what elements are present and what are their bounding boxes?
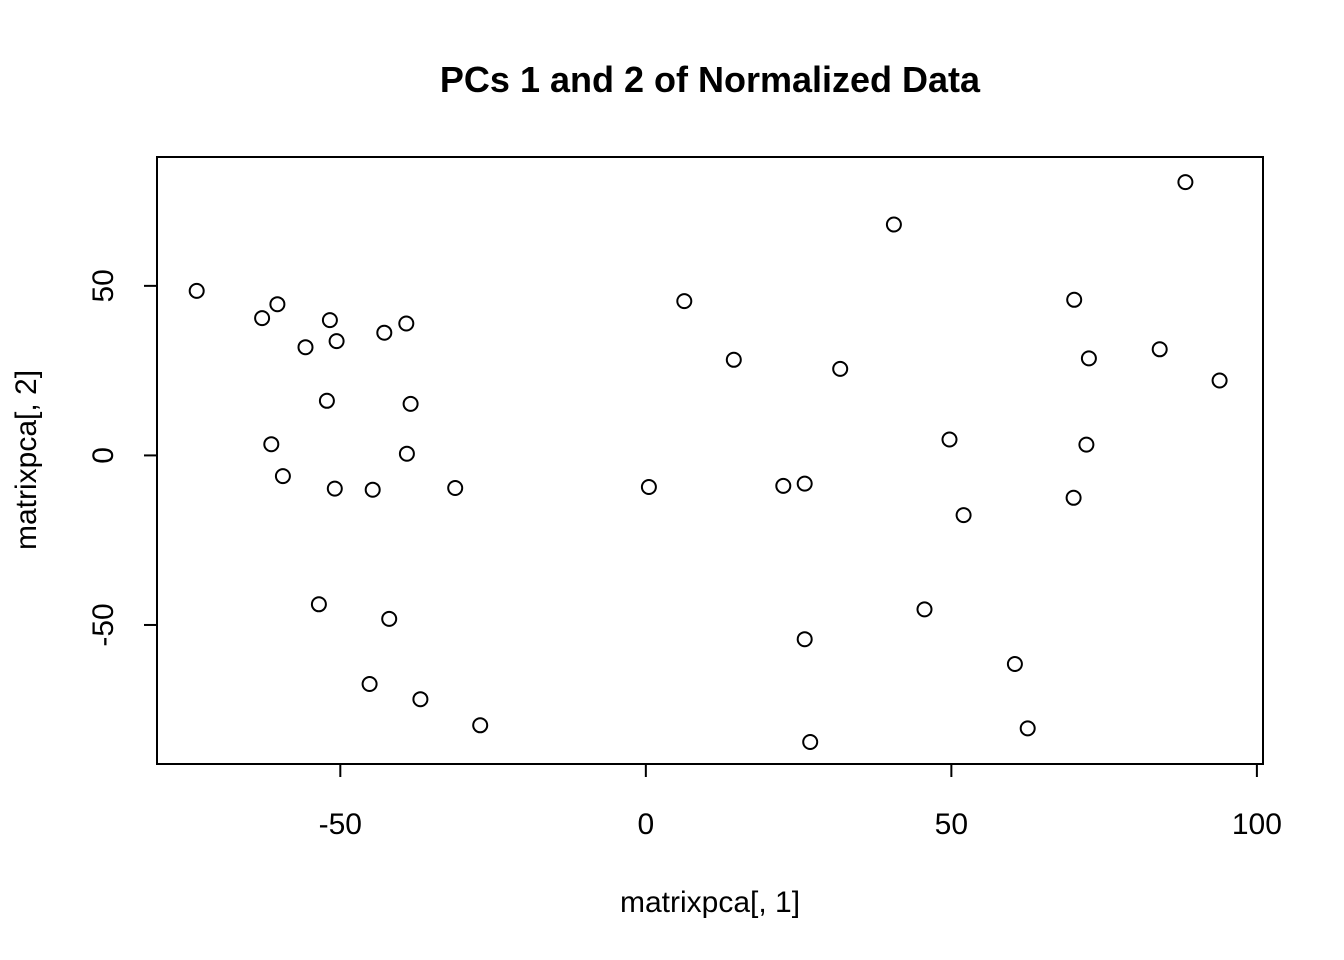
data-point [1065,489,1082,506]
x-tick-label: 100 [1232,808,1282,841]
data-point [775,477,792,494]
data-point [364,481,381,498]
data-point [376,324,393,341]
x-axis: -50 0 50 100 [319,763,1282,841]
data-point [1080,350,1097,367]
data-point [398,315,415,332]
data-point [1211,372,1228,389]
data-point [796,631,813,648]
data-point [955,507,972,524]
data-point [274,468,291,485]
data-point [676,293,693,310]
x-tick-label: -50 [319,808,362,841]
data-point [326,480,343,497]
data-point [1066,291,1083,308]
data-point [269,296,286,313]
data-point [832,360,849,377]
chart-title: PCs 1 and 2 of Normalized Data [440,59,981,100]
y-axis: -50 0 50 [87,269,158,647]
y-tick-label: -50 [87,603,120,646]
data-point [725,351,742,368]
x-axis-label: matrixpca[, 1] [620,886,800,919]
y-axis-label: matrixpca[, 2] [10,370,43,550]
data-point [188,282,205,299]
plot-frame [156,156,1264,765]
data-point [297,339,314,356]
data-point [254,310,271,327]
data-point [398,445,415,462]
data-points [188,174,1228,750]
y-tick-label: 50 [87,269,120,302]
data-point [916,601,933,618]
data-point [796,475,813,492]
data-point [1006,656,1023,672]
y-tick-label: 0 [87,447,120,464]
data-point [310,596,327,613]
x-tick-label: 0 [637,808,654,841]
data-point [361,676,378,692]
data-point [381,610,398,627]
data-point [1078,436,1095,453]
data-point [318,392,335,409]
data-point [402,395,419,412]
data-point [941,431,958,448]
data-point [640,479,657,495]
data-point [328,333,345,350]
data-point [263,436,280,453]
data-point [472,717,489,734]
data-point [1019,720,1036,737]
data-point [447,480,464,496]
data-point [321,312,338,329]
data-point [412,691,429,708]
data-point [1151,341,1168,358]
data-point [1177,174,1194,191]
data-point [802,734,819,750]
x-tick-label: 50 [935,808,968,841]
data-point [885,216,902,233]
